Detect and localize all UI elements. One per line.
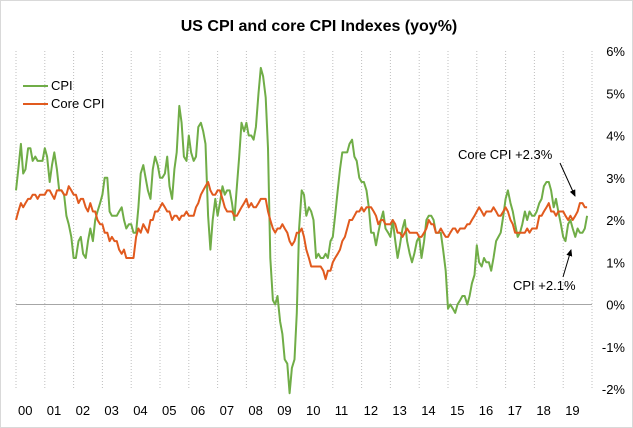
- x-tick-label: 07: [220, 403, 234, 418]
- x-tick-label: 03: [104, 403, 118, 418]
- legend: CPI Core CPI: [23, 78, 104, 111]
- x-tick-label: 11: [335, 403, 349, 418]
- y-tick-label: -1%: [602, 340, 626, 355]
- x-tick-label: 06: [191, 403, 205, 418]
- x-tick-label: 12: [364, 403, 378, 418]
- y-tick-label: 2%: [606, 213, 625, 228]
- y-tick-label: 4%: [606, 129, 625, 144]
- x-tick-label: 02: [76, 403, 90, 418]
- x-tick-label: 19: [565, 403, 579, 418]
- x-tick-label: 04: [133, 403, 147, 418]
- y-tick-label: 6%: [606, 44, 625, 59]
- annotations: Core CPI +2.3% CPI +2.1%: [458, 147, 576, 293]
- y-tick-label: 3%: [606, 171, 625, 186]
- x-tick-label: 09: [277, 403, 291, 418]
- x-tick-label: 14: [421, 403, 435, 418]
- y-tick-label: -2%: [602, 382, 626, 397]
- x-tick-label: 05: [162, 403, 176, 418]
- annotation-core-cpi: Core CPI +2.3%: [458, 147, 553, 162]
- y-tick-label: 1%: [606, 255, 625, 270]
- x-tick-label: 10: [306, 403, 320, 418]
- legend-label-cpi: CPI: [51, 78, 73, 93]
- series-layer: [15, 66, 589, 395]
- series-line-core-cpi: [15, 181, 588, 281]
- x-tick-label: 13: [392, 403, 406, 418]
- x-axis-ticks: 00 01 02 03 04 05 06 07 08 09 10 11 12 13 14 15 16 17 18 19: [18, 403, 580, 418]
- y-axis-ticks: 6% 5% 4% 3% 2% 1% 0% -1% -2%: [602, 44, 626, 397]
- x-tick-label: 18: [536, 403, 550, 418]
- series-line-cpi: [15, 66, 589, 395]
- x-tick-label: 01: [47, 403, 61, 418]
- grid: [15, 51, 593, 389]
- annotation-arrow-cpi: [562, 249, 573, 278]
- x-tick-label: 15: [450, 403, 464, 418]
- x-tick-label: 08: [248, 403, 262, 418]
- chart-title: US CPI and core CPI Indexes (yoy%): [181, 18, 458, 35]
- y-tick-label: 5%: [606, 86, 625, 101]
- annotation-cpi: CPI +2.1%: [513, 278, 576, 293]
- y-tick-label: 0%: [606, 298, 625, 313]
- legend-label-core-cpi: Core CPI: [51, 96, 104, 111]
- x-tick-label: 16: [479, 403, 493, 418]
- annotation-arrow-core-cpi: [559, 162, 576, 197]
- x-tick-label: 00: [18, 403, 32, 418]
- x-tick-label: 17: [508, 403, 522, 418]
